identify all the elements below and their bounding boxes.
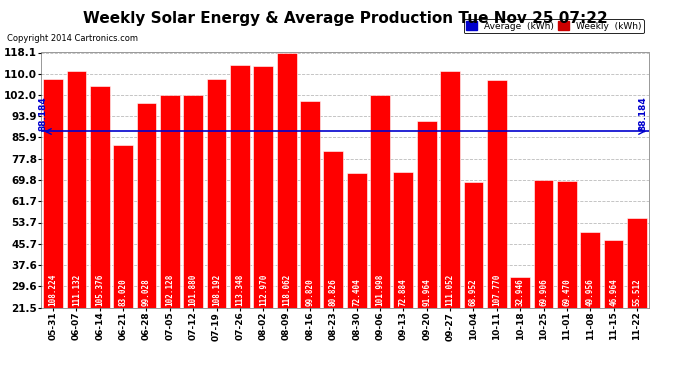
Text: 102.128: 102.128 xyxy=(166,274,175,306)
Bar xyxy=(347,173,366,308)
Bar xyxy=(66,71,86,308)
Text: 32.946: 32.946 xyxy=(515,278,524,306)
Text: 46.964: 46.964 xyxy=(609,278,618,306)
Bar xyxy=(137,103,157,308)
Bar xyxy=(184,95,203,308)
Bar xyxy=(627,218,647,308)
Bar xyxy=(230,65,250,308)
Text: 112.970: 112.970 xyxy=(259,274,268,306)
Text: 111.052: 111.052 xyxy=(446,274,455,306)
Bar xyxy=(533,180,553,308)
Bar xyxy=(206,79,226,308)
Text: 72.404: 72.404 xyxy=(352,278,361,306)
Bar xyxy=(580,232,600,308)
Bar xyxy=(487,80,506,308)
Text: 99.820: 99.820 xyxy=(306,278,315,306)
Text: 99.028: 99.028 xyxy=(142,278,151,306)
Bar xyxy=(604,240,624,308)
Bar xyxy=(90,86,110,308)
Bar xyxy=(417,122,437,308)
Bar xyxy=(557,181,577,308)
Text: 101.880: 101.880 xyxy=(188,274,198,306)
Bar xyxy=(324,151,343,308)
Text: 107.770: 107.770 xyxy=(492,274,502,306)
Text: 108.224: 108.224 xyxy=(48,274,57,306)
Bar xyxy=(370,95,390,308)
Bar xyxy=(510,277,530,308)
Text: 105.376: 105.376 xyxy=(95,274,104,306)
Text: 101.998: 101.998 xyxy=(375,274,384,306)
Bar xyxy=(464,182,484,308)
Text: 108.192: 108.192 xyxy=(212,274,221,306)
Bar xyxy=(253,66,273,308)
Text: 55.512: 55.512 xyxy=(633,278,642,306)
Text: 69.470: 69.470 xyxy=(562,278,571,306)
Bar xyxy=(113,145,133,308)
Text: Copyright 2014 Cartronics.com: Copyright 2014 Cartronics.com xyxy=(7,34,138,43)
Bar xyxy=(160,94,180,308)
Text: 68.952: 68.952 xyxy=(469,278,478,306)
Bar xyxy=(300,101,320,308)
Text: 49.956: 49.956 xyxy=(586,278,595,306)
Text: 88.184: 88.184 xyxy=(638,96,647,130)
Bar xyxy=(440,71,460,308)
Text: 111.132: 111.132 xyxy=(72,274,81,306)
Text: 113.348: 113.348 xyxy=(235,274,244,306)
Text: Weekly Solar Energy & Average Production Tue Nov 25 07:22: Weekly Solar Energy & Average Production… xyxy=(83,11,607,26)
Text: 91.964: 91.964 xyxy=(422,278,431,306)
Bar xyxy=(277,53,297,308)
Text: 88.184: 88.184 xyxy=(38,96,47,130)
Legend: Average  (kWh), Weekly  (kWh): Average (kWh), Weekly (kWh) xyxy=(464,19,644,33)
Text: 80.826: 80.826 xyxy=(329,278,338,306)
Text: 118.062: 118.062 xyxy=(282,274,291,306)
Text: 69.906: 69.906 xyxy=(539,278,548,306)
Text: 72.884: 72.884 xyxy=(399,278,408,306)
Bar xyxy=(43,79,63,308)
Bar xyxy=(393,172,413,308)
Text: 83.020: 83.020 xyxy=(119,278,128,306)
